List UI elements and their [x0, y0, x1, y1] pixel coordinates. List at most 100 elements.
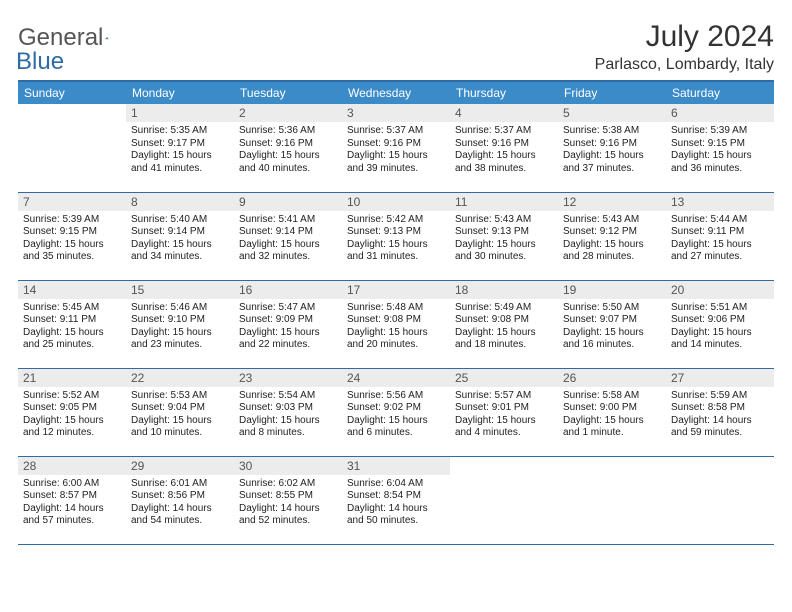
calendar-day-cell: 9Sunrise: 5:41 AMSunset: 9:14 PMDaylight… — [234, 192, 342, 280]
weekday-header: Saturday — [666, 81, 774, 104]
day-number: 24 — [342, 369, 450, 387]
day-content: Sunrise: 5:47 AMSunset: 9:09 PMDaylight:… — [234, 299, 342, 356]
day-number: 6 — [666, 104, 774, 122]
calendar-day-cell: 1Sunrise: 5:35 AMSunset: 9:17 PMDaylight… — [126, 104, 234, 192]
calendar-day-cell: 18Sunrise: 5:49 AMSunset: 9:08 PMDayligh… — [450, 280, 558, 368]
day-number: 8 — [126, 193, 234, 211]
day-number: 5 — [558, 104, 666, 122]
calendar-day-cell — [18, 104, 126, 192]
day-content: Sunrise: 5:38 AMSunset: 9:16 PMDaylight:… — [558, 122, 666, 179]
day-number: 18 — [450, 281, 558, 299]
day-content: Sunrise: 5:43 AMSunset: 9:13 PMDaylight:… — [450, 211, 558, 268]
day-content: Sunrise: 5:43 AMSunset: 9:12 PMDaylight:… — [558, 211, 666, 268]
day-content: Sunrise: 5:50 AMSunset: 9:07 PMDaylight:… — [558, 299, 666, 356]
calendar-day-cell: 3Sunrise: 5:37 AMSunset: 9:16 PMDaylight… — [342, 104, 450, 192]
day-number: 2 — [234, 104, 342, 122]
day-number: 29 — [126, 457, 234, 475]
day-content: Sunrise: 5:39 AMSunset: 9:15 PMDaylight:… — [18, 211, 126, 268]
calendar-day-cell: 20Sunrise: 5:51 AMSunset: 9:06 PMDayligh… — [666, 280, 774, 368]
calendar-day-cell — [558, 456, 666, 544]
calendar-week-row: 21Sunrise: 5:52 AMSunset: 9:05 PMDayligh… — [18, 368, 774, 456]
day-number: 12 — [558, 193, 666, 211]
day-content: Sunrise: 5:49 AMSunset: 9:08 PMDaylight:… — [450, 299, 558, 356]
day-number: 26 — [558, 369, 666, 387]
day-content: Sunrise: 5:53 AMSunset: 9:04 PMDaylight:… — [126, 387, 234, 444]
day-number: 21 — [18, 369, 126, 387]
day-content: Sunrise: 6:01 AMSunset: 8:56 PMDaylight:… — [126, 475, 234, 532]
day-content: Sunrise: 5:37 AMSunset: 9:16 PMDaylight:… — [342, 122, 450, 179]
day-content: Sunrise: 5:54 AMSunset: 9:03 PMDaylight:… — [234, 387, 342, 444]
calendar-day-cell: 13Sunrise: 5:44 AMSunset: 9:11 PMDayligh… — [666, 192, 774, 280]
day-number: 27 — [666, 369, 774, 387]
calendar-day-cell: 12Sunrise: 5:43 AMSunset: 9:12 PMDayligh… — [558, 192, 666, 280]
day-number: 13 — [666, 193, 774, 211]
day-content: Sunrise: 5:56 AMSunset: 9:02 PMDaylight:… — [342, 387, 450, 444]
day-content: Sunrise: 5:35 AMSunset: 9:17 PMDaylight:… — [126, 122, 234, 179]
weekday-header: Sunday — [18, 81, 126, 104]
day-content: Sunrise: 5:46 AMSunset: 9:10 PMDaylight:… — [126, 299, 234, 356]
day-number: 16 — [234, 281, 342, 299]
day-number: 28 — [18, 457, 126, 475]
calendar-table: SundayMondayTuesdayWednesdayThursdayFrid… — [18, 80, 774, 545]
calendar-day-cell: 6Sunrise: 5:39 AMSunset: 9:15 PMDaylight… — [666, 104, 774, 192]
day-content: Sunrise: 5:41 AMSunset: 9:14 PMDaylight:… — [234, 211, 342, 268]
day-content: Sunrise: 6:04 AMSunset: 8:54 PMDaylight:… — [342, 475, 450, 532]
header: General July 2024 Parlasco, Lombardy, It… — [18, 20, 774, 74]
day-content: Sunrise: 5:44 AMSunset: 9:11 PMDaylight:… — [666, 211, 774, 268]
weekday-header: Thursday — [450, 81, 558, 104]
calendar-day-cell: 23Sunrise: 5:54 AMSunset: 9:03 PMDayligh… — [234, 368, 342, 456]
weekday-header: Tuesday — [234, 81, 342, 104]
day-number: 31 — [342, 457, 450, 475]
calendar-day-cell: 2Sunrise: 5:36 AMSunset: 9:16 PMDaylight… — [234, 104, 342, 192]
day-content: Sunrise: 5:58 AMSunset: 9:00 PMDaylight:… — [558, 387, 666, 444]
calendar-day-cell: 5Sunrise: 5:38 AMSunset: 9:16 PMDaylight… — [558, 104, 666, 192]
calendar-day-cell: 19Sunrise: 5:50 AMSunset: 9:07 PMDayligh… — [558, 280, 666, 368]
calendar-day-cell: 21Sunrise: 5:52 AMSunset: 9:05 PMDayligh… — [18, 368, 126, 456]
calendar-day-cell: 4Sunrise: 5:37 AMSunset: 9:16 PMDaylight… — [450, 104, 558, 192]
day-content: Sunrise: 5:36 AMSunset: 9:16 PMDaylight:… — [234, 122, 342, 179]
calendar-week-row: 28Sunrise: 6:00 AMSunset: 8:57 PMDayligh… — [18, 456, 774, 544]
day-number: 23 — [234, 369, 342, 387]
day-number: 17 — [342, 281, 450, 299]
calendar-week-row: 1Sunrise: 5:35 AMSunset: 9:17 PMDaylight… — [18, 104, 774, 192]
calendar-day-cell: 31Sunrise: 6:04 AMSunset: 8:54 PMDayligh… — [342, 456, 450, 544]
calendar-day-cell: 28Sunrise: 6:00 AMSunset: 8:57 PMDayligh… — [18, 456, 126, 544]
calendar-day-cell: 17Sunrise: 5:48 AMSunset: 9:08 PMDayligh… — [342, 280, 450, 368]
day-content: Sunrise: 5:52 AMSunset: 9:05 PMDaylight:… — [18, 387, 126, 444]
calendar-day-cell: 29Sunrise: 6:01 AMSunset: 8:56 PMDayligh… — [126, 456, 234, 544]
weekday-header: Monday — [126, 81, 234, 104]
day-number: 7 — [18, 193, 126, 211]
day-content: Sunrise: 5:51 AMSunset: 9:06 PMDaylight:… — [666, 299, 774, 356]
day-content: Sunrise: 5:42 AMSunset: 9:13 PMDaylight:… — [342, 211, 450, 268]
day-content: Sunrise: 5:37 AMSunset: 9:16 PMDaylight:… — [450, 122, 558, 179]
day-content: Sunrise: 5:45 AMSunset: 9:11 PMDaylight:… — [18, 299, 126, 356]
calendar-day-cell: 22Sunrise: 5:53 AMSunset: 9:04 PMDayligh… — [126, 368, 234, 456]
day-content: Sunrise: 5:39 AMSunset: 9:15 PMDaylight:… — [666, 122, 774, 179]
day-number: 14 — [18, 281, 126, 299]
calendar-day-cell: 30Sunrise: 6:02 AMSunset: 8:55 PMDayligh… — [234, 456, 342, 544]
day-content: Sunrise: 5:48 AMSunset: 9:08 PMDaylight:… — [342, 299, 450, 356]
calendar-day-cell: 25Sunrise: 5:57 AMSunset: 9:01 PMDayligh… — [450, 368, 558, 456]
calendar-day-cell — [666, 456, 774, 544]
day-number: 1 — [126, 104, 234, 122]
calendar-day-cell: 26Sunrise: 5:58 AMSunset: 9:00 PMDayligh… — [558, 368, 666, 456]
day-number: 3 — [342, 104, 450, 122]
calendar-body: 1Sunrise: 5:35 AMSunset: 9:17 PMDaylight… — [18, 104, 774, 544]
day-number: 15 — [126, 281, 234, 299]
calendar-day-cell — [450, 456, 558, 544]
calendar-day-cell: 10Sunrise: 5:42 AMSunset: 9:13 PMDayligh… — [342, 192, 450, 280]
weekday-header: Friday — [558, 81, 666, 104]
day-content: Sunrise: 5:57 AMSunset: 9:01 PMDaylight:… — [450, 387, 558, 444]
day-content: Sunrise: 5:40 AMSunset: 9:14 PMDaylight:… — [126, 211, 234, 268]
calendar-day-cell: 7Sunrise: 5:39 AMSunset: 9:15 PMDaylight… — [18, 192, 126, 280]
day-number: 25 — [450, 369, 558, 387]
calendar-day-cell: 11Sunrise: 5:43 AMSunset: 9:13 PMDayligh… — [450, 192, 558, 280]
title-block: July 2024 Parlasco, Lombardy, Italy — [595, 20, 774, 74]
day-number: 9 — [234, 193, 342, 211]
weekday-header: Wednesday — [342, 81, 450, 104]
logo-triangle-icon — [105, 29, 109, 47]
day-number: 4 — [450, 104, 558, 122]
day-number: 19 — [558, 281, 666, 299]
calendar-day-cell: 27Sunrise: 5:59 AMSunset: 8:58 PMDayligh… — [666, 368, 774, 456]
calendar-day-cell: 24Sunrise: 5:56 AMSunset: 9:02 PMDayligh… — [342, 368, 450, 456]
